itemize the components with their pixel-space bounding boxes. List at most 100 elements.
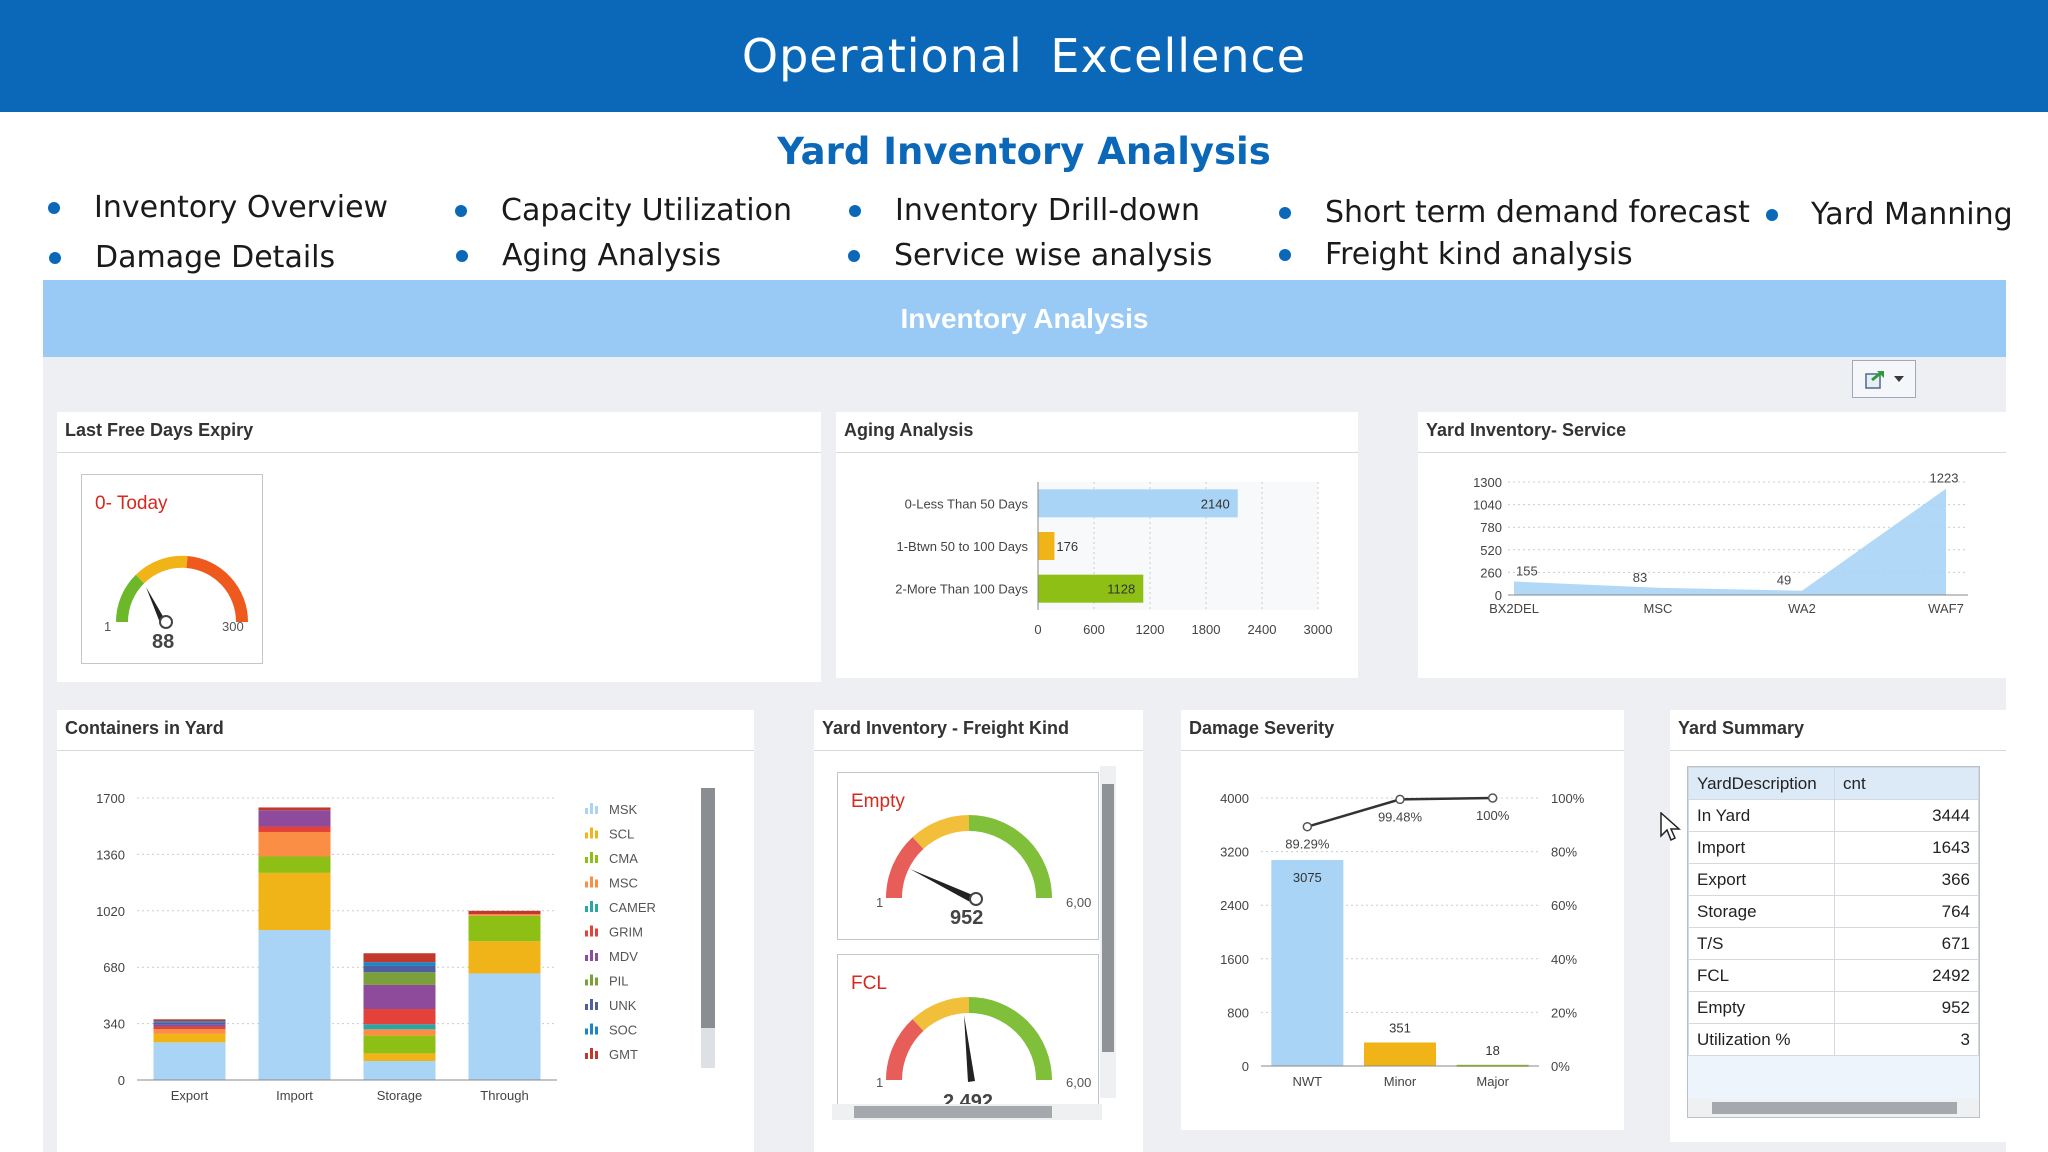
panel-title: Last Free Days Expiry (65, 420, 254, 440)
dashboard-header: Inventory Analysis (43, 280, 2006, 357)
legend-item: SOC (585, 1023, 637, 1038)
column-header[interactable]: cnt (1834, 767, 1979, 800)
legend-label: MSK (609, 802, 638, 817)
area-series (1514, 488, 1946, 595)
y2-tick-label: 60% (1551, 898, 1577, 913)
row-description: T/S (1688, 927, 1835, 960)
panel-containers-in-yard: Containers in Yard 0 340 680 1020 1360 1700 Ex… (57, 710, 754, 1152)
table-row[interactable]: Storage 764 (1688, 895, 1979, 928)
bar-segment (153, 1033, 226, 1043)
y-category-label: 1-Btwn 50 to 100 Days (896, 539, 1028, 554)
legend-item: PIL (585, 974, 629, 989)
legend-swatch-icon (585, 1053, 588, 1059)
percent-label: 100% (1476, 808, 1510, 823)
column-header[interactable]: YardDescription (1688, 767, 1835, 800)
y2-tick-label: 20% (1551, 1005, 1577, 1020)
data-label: 3075 (1293, 870, 1322, 885)
bar-segment (468, 910, 541, 915)
table-row[interactable]: Export 366 (1688, 863, 1979, 896)
y-tick-label: 4000 (1220, 791, 1249, 806)
percent-label: 89.29% (1285, 837, 1330, 852)
legend-scroll-thumb[interactable] (701, 788, 715, 1028)
x-tick-label: NWT (1293, 1074, 1323, 1089)
summary-table: YardDescription cnt In Yard 3444 Import 164… (1688, 767, 1979, 1056)
bar-segment (468, 914, 541, 916)
bar-segment (363, 1060, 436, 1080)
row-description: Export (1688, 863, 1835, 896)
bullet-item: Capacity Utilization (455, 193, 792, 228)
gauge-label: FCL (851, 973, 887, 994)
legend-swatch-icon (595, 928, 598, 937)
legend-swatch-icon (590, 1048, 593, 1059)
legend-item: GRIM (585, 925, 643, 940)
legend-label: CMA (609, 851, 638, 866)
horizontal-scrollbar[interactable] (832, 1104, 1102, 1120)
panel-title: Aging Analysis (844, 420, 974, 440)
x-tick-label: Export (171, 1088, 209, 1103)
legend-swatch-icon (590, 827, 593, 839)
table-row[interactable]: T/S 671 (1688, 927, 1979, 960)
legend-item: MSC (585, 876, 638, 891)
row-description: Empty (1688, 991, 1835, 1024)
row-count: 3444 (1834, 799, 1979, 832)
legend-swatch-icon (585, 1004, 588, 1010)
bar-segment (468, 941, 541, 974)
legend-swatch-icon (585, 906, 588, 912)
legend-swatch-icon (595, 977, 598, 986)
y-tick-label: 780 (1480, 520, 1502, 535)
y-tick-label: 1600 (1220, 952, 1249, 967)
x-tick-label: MSC (1644, 601, 1673, 616)
legend-label: MSC (609, 876, 638, 891)
row-count: 1643 (1834, 831, 1979, 864)
mouse-cursor-icon (1660, 812, 1681, 842)
legend-label: GMT (609, 1047, 638, 1062)
legend-swatch-icon (595, 879, 598, 888)
legend-label: SOC (609, 1023, 637, 1038)
y-tick-label: 260 (1480, 565, 1502, 580)
bullet-item: Inventory Overview (48, 190, 388, 225)
legend-swatch-icon (595, 953, 598, 961)
vertical-scrollbar[interactable] (1100, 766, 1116, 1098)
legend-swatch-icon (585, 857, 588, 863)
data-label: 1223 (1930, 471, 1959, 486)
table-row[interactable]: Import 1643 (1688, 831, 1979, 864)
table-row[interactable]: In Yard 3444 (1688, 799, 1979, 832)
export-button[interactable] (1852, 360, 1916, 398)
bar-segment (258, 872, 331, 931)
panel-last-free-days: Last Free Days Expiry 0- Today 1 300 88 (57, 412, 821, 682)
row-description: FCL (1688, 959, 1835, 992)
percent-label: 99.48% (1378, 809, 1423, 824)
legend-label: SCL (609, 827, 634, 842)
horizontal-scrollbar[interactable] (1688, 1099, 1979, 1117)
y2-tick-label: 0% (1551, 1059, 1570, 1074)
bar-segment (258, 831, 331, 857)
scroll-thumb[interactable] (1712, 1102, 1957, 1114)
legend-swatch-icon (585, 808, 588, 814)
bullet-item: Inventory Drill-down (849, 193, 1200, 228)
bar-segment (153, 1022, 226, 1025)
bar-segment (153, 1021, 226, 1023)
row-count: 2492 (1834, 959, 1979, 992)
table-row[interactable]: Utilization % 3 (1688, 1023, 1979, 1056)
table-row[interactable]: FCL 2492 (1688, 959, 1979, 992)
gauge-dial (115, 555, 249, 629)
legend-swatch-icon (585, 832, 588, 839)
y-tick-label: 340 (103, 1017, 125, 1032)
legend-swatch-icon (595, 806, 598, 814)
bar-segment (363, 1053, 436, 1061)
bullet-item: Aging Analysis (456, 238, 721, 273)
legend-item: CMA (585, 851, 638, 866)
bullet-item: Yard Manning (1766, 197, 2013, 232)
legend-label: UNK (609, 998, 637, 1013)
y-tick-label: 0 (118, 1073, 125, 1088)
legend-swatch-icon (595, 1026, 598, 1035)
chevron-down-icon[interactable] (1894, 375, 1904, 383)
legend-scrollbar[interactable] (701, 788, 715, 1068)
gauge-value: 2,492 (943, 1091, 994, 1106)
percent-point (1302, 821, 1313, 832)
table-row[interactable]: Empty 952 (1688, 991, 1979, 1024)
scroll-thumb[interactable] (1102, 784, 1114, 1052)
scroll-thumb[interactable] (854, 1106, 1052, 1118)
panel-title: Yard Inventory- Service (1426, 420, 1627, 440)
bar (1038, 574, 1144, 603)
